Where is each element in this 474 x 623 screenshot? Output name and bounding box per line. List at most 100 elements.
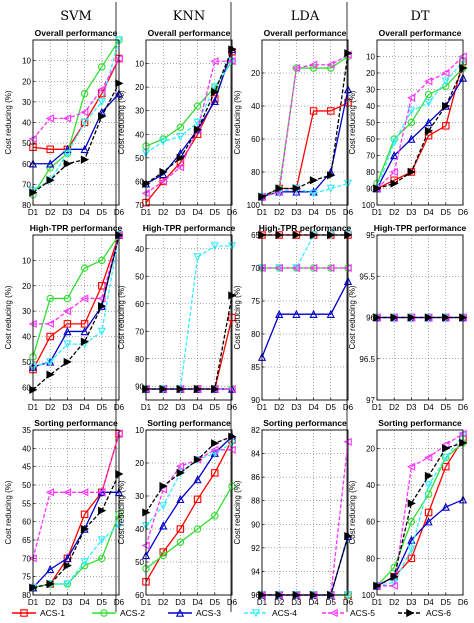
- data-point: [309, 60, 318, 69]
- data-point: [406, 462, 416, 471]
- data-point: [406, 93, 416, 102]
- data-point: [98, 554, 106, 563]
- panel-title: Sorting performance: [263, 418, 347, 428]
- y-tick-label: 10: [22, 256, 31, 265]
- series-ACS-5: [28, 54, 123, 144]
- x-tick-label: D5: [210, 208, 221, 217]
- data-point: [175, 608, 185, 617]
- series-line: [262, 535, 349, 596]
- legend-label: ACS-3: [196, 608, 221, 618]
- series-ACS-5: [28, 429, 123, 563]
- x-tick-label: D3: [406, 403, 417, 412]
- data-point: [390, 563, 398, 572]
- data-point: [211, 512, 219, 520]
- data-point: [97, 487, 106, 497]
- panel-title: High-TPR performance: [30, 223, 123, 233]
- series-line: [32, 473, 120, 589]
- x-tick-label: D1: [257, 403, 268, 412]
- data-point: [292, 187, 301, 196]
- y-tick-label: 96.5: [359, 355, 375, 364]
- data-point: [159, 482, 168, 491]
- data-point: [98, 256, 106, 265]
- x-tick-label: D1: [141, 598, 152, 607]
- y-tick-label: 95: [366, 231, 375, 240]
- y-tick-label: 100: [362, 591, 376, 600]
- x-tick-label: D4: [423, 598, 434, 607]
- data-point: [407, 313, 416, 322]
- y-tick-label: 70: [251, 264, 260, 273]
- y-tick-label: 50: [22, 139, 31, 148]
- y-tick-label: 30: [135, 492, 144, 501]
- data-point: [309, 187, 318, 196]
- data-point: [80, 510, 89, 519]
- series-line: [376, 438, 464, 587]
- panel-0-1: Overall performance 70 60 50 40 30 20 10 D1 D2 D3 D…: [117, 28, 238, 217]
- data-point: [46, 294, 54, 303]
- data-point: [292, 184, 301, 193]
- panel-2-0: Sorting performance 80 75 70 65 60 55 50 45 40 35 D…: [4, 418, 125, 607]
- y-tick-label: 60: [135, 591, 144, 600]
- x-tick-label: D6: [458, 403, 469, 412]
- y-tick-label: 90: [366, 185, 375, 194]
- y-tick-label: 80: [251, 330, 260, 339]
- plot-frame: [376, 429, 464, 596]
- data-point: [291, 263, 301, 273]
- data-point: [46, 176, 55, 185]
- series-line: [376, 435, 464, 587]
- data-point: [193, 102, 202, 110]
- x-tick-label: D2: [45, 403, 56, 412]
- data-point: [211, 384, 220, 394]
- y-tick-label: 50: [135, 558, 144, 567]
- y-tick-label: 30: [22, 98, 31, 107]
- series-ACS-4: [141, 242, 237, 394]
- panel-2-3: Sorting performance 100 80 60 40 20 D1 D2 D3 D4 D5…: [348, 418, 469, 607]
- data-point: [193, 525, 202, 533]
- x-tick-label: D5: [97, 598, 108, 607]
- series-line: [145, 435, 233, 513]
- plot-frame: [145, 39, 233, 206]
- series-line: [261, 280, 349, 358]
- data-point: [193, 384, 203, 394]
- x-tick-label: D6: [114, 403, 125, 412]
- data-point: [80, 327, 89, 336]
- series-line: [262, 441, 349, 596]
- data-point: [46, 332, 54, 341]
- y-tick-label: 40: [366, 481, 375, 490]
- data-point: [326, 184, 335, 193]
- data-point: [176, 153, 185, 162]
- data-point: [62, 488, 72, 497]
- panel-title: High-TPR performance: [374, 223, 467, 233]
- data-point: [80, 524, 90, 534]
- y-axis-label: Cost reducing (%): [117, 90, 126, 154]
- x-tick-label: D2: [274, 403, 285, 412]
- series-ACS-6: [142, 291, 237, 394]
- plot-frame: [32, 234, 120, 401]
- data-point: [45, 319, 54, 328]
- data-point: [97, 98, 106, 107]
- data-point: [274, 263, 283, 273]
- data-point: [424, 517, 433, 526]
- data-point: [389, 167, 398, 177]
- x-tick-label: D4: [192, 208, 203, 217]
- panel-0-3: Overall performance 100 90 80 70 60 50 40 30 20 10…: [348, 28, 469, 217]
- series-ACS-3: [257, 531, 353, 599]
- series-ACS-2: [29, 510, 123, 592]
- y-axis-label: Cost reducing (%): [348, 90, 357, 154]
- panel-title: Overall performance: [264, 28, 347, 38]
- data-point: [275, 184, 284, 193]
- legend-label: ACS-6: [426, 608, 451, 618]
- series-line: [32, 39, 120, 196]
- data-point: [158, 177, 167, 186]
- y-tick-label: 100: [362, 201, 376, 210]
- data-point: [407, 535, 416, 544]
- data-point: [159, 167, 168, 177]
- y-tick-label: 45: [22, 463, 31, 472]
- x-tick-label: D5: [326, 403, 337, 412]
- x-tick-label: D6: [114, 208, 125, 217]
- data-point: [97, 294, 106, 303]
- data-point: [211, 469, 219, 477]
- x-tick-label: D1: [28, 598, 39, 607]
- data-point: [389, 581, 398, 590]
- y-tick-label: 50: [135, 272, 144, 281]
